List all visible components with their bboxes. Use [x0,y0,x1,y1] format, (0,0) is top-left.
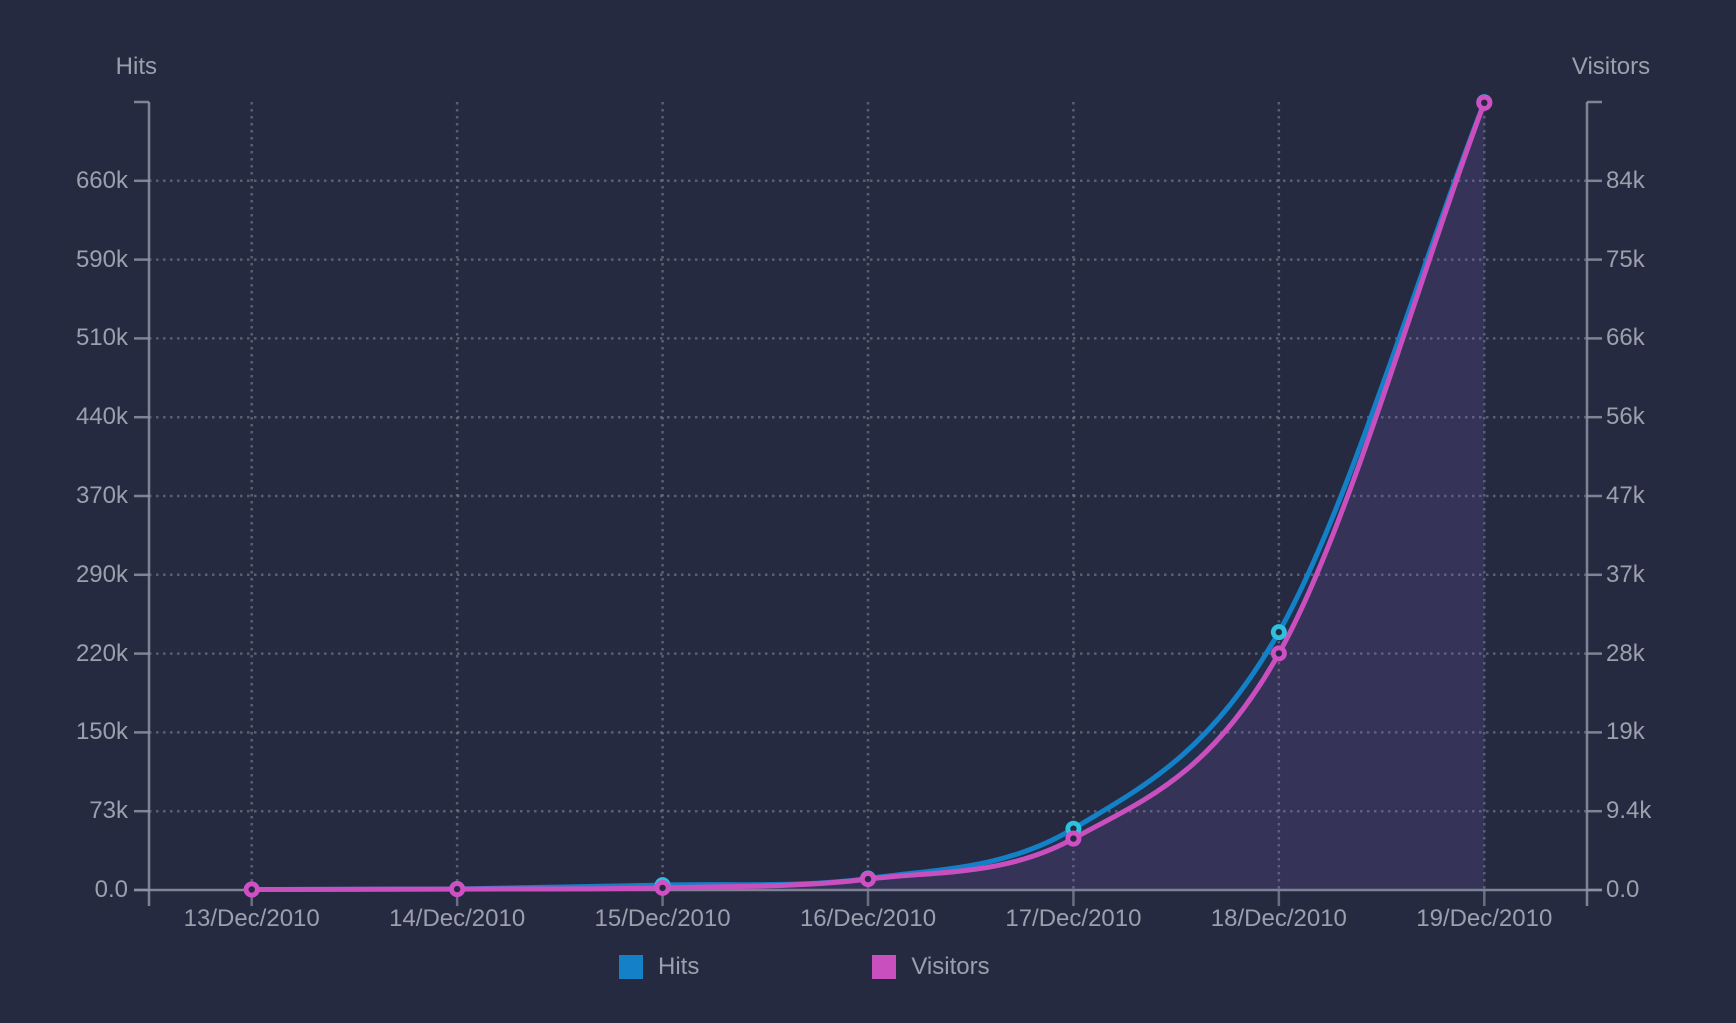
x-axis-label: 17/Dec/2010 [1005,905,1142,932]
y-axis-left-label: 590k [75,245,128,273]
visitors-area [251,102,1485,891]
visitors-marker-hole [248,886,255,893]
visitors-legend-label: Visitors [911,953,990,980]
legend-item-hits[interactable]: Hits [619,953,699,981]
y-axis-left-label: 0.0 [94,876,128,903]
visitors-marker-hole [1481,99,1488,107]
x-axis-label: 16/Dec/2010 [799,905,937,932]
y-axis-left-label: 660k [75,166,128,194]
visitors-marker-hole [864,875,872,883]
hits-marker-hole [1070,825,1077,832]
hits-legend-swatch [619,955,643,979]
y-axis-right-label: 37k [1606,560,1645,588]
x-axis-label: 18/Dec/2010 [1210,905,1347,932]
hits-marker-hole [1275,628,1283,636]
y-axis-right-label: 84k [1606,166,1645,194]
y-axis-left-label: 510k [75,324,128,352]
y-axis-right-label: 28k [1606,639,1645,667]
x-axis-label: 14/Dec/2010 [389,905,526,932]
visitors-marker-hole [453,885,461,893]
hits-legend-label: Hits [658,953,700,980]
y-axis-left-label: 440k [75,403,128,431]
y-axis-left-label: 220k [75,639,128,667]
x-axis-label: 13/Dec/2010 [183,905,320,932]
visitors-legend-swatch [872,955,897,979]
y-axis-left-label: 73k [89,797,128,825]
legend: Hits Visitors [619,953,990,981]
legend-item-visitors[interactable]: Visitors [872,953,990,981]
y-axis-left-label: 290k [75,560,128,588]
visitors-marker-hole [1275,650,1283,657]
visitors-marker-hole [1070,835,1077,842]
right-axis-title: Visitors [1571,53,1651,80]
visitors-line[interactable] [249,100,1487,892]
y-axis-right-label: 0.0 [1606,876,1640,903]
y-axis-left-label: 370k [75,482,128,509]
visitors-marker-hole [659,884,666,892]
y-axis-right-label: 75k [1606,245,1645,273]
y-axis-left-label: 150k [75,718,128,746]
left-axis-title: Hits [115,53,157,80]
x-axis-label: 15/Dec/2010 [594,905,731,932]
y-axis-right-label: 66k [1606,324,1645,352]
y-axis-right-label: 19k [1606,718,1645,746]
y-axis-right-label: 47k [1606,482,1645,509]
hits-area [251,102,1485,891]
y-axis-right-label: 9.4k [1606,797,1652,825]
y-axis-right-label: 56k [1606,403,1645,431]
x-axis-label: 19/Dec/2010 [1416,905,1553,932]
